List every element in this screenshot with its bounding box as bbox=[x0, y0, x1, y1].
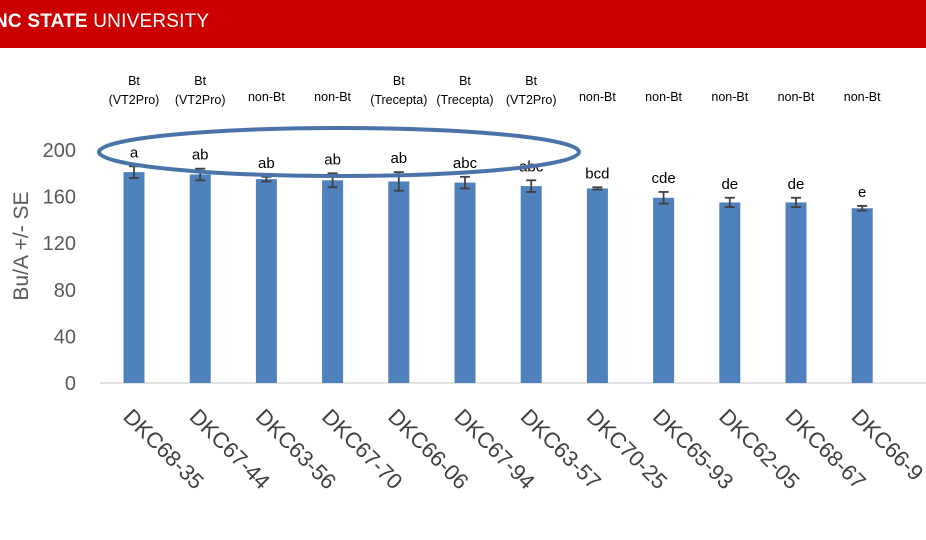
significance-letter: ab bbox=[258, 155, 275, 172]
y-tick-label: 40 bbox=[54, 326, 76, 348]
y-tick-label: 120 bbox=[43, 233, 76, 255]
bar bbox=[322, 180, 344, 383]
y-tick-label: 160 bbox=[43, 187, 76, 209]
significance-letter: a bbox=[130, 144, 139, 161]
significance-letter: ab bbox=[192, 147, 209, 164]
trait-label: Bt bbox=[459, 74, 471, 88]
significance-letter: ab bbox=[324, 151, 341, 168]
bar bbox=[851, 208, 873, 383]
bar bbox=[189, 174, 211, 383]
significance-letter: bcd bbox=[585, 165, 609, 182]
header-bar: NC STATE UNIVERSITY bbox=[0, 0, 926, 48]
bar bbox=[454, 182, 476, 383]
y-tick-label: 0 bbox=[65, 373, 76, 395]
significance-letter: de bbox=[788, 176, 805, 193]
trait-label: Bt bbox=[128, 74, 140, 88]
trait-label: non-Bt bbox=[645, 90, 682, 104]
bar bbox=[388, 181, 410, 383]
logo-bold-text: NC STATE bbox=[0, 11, 88, 32]
trait-sublabel: (VT2Pro) bbox=[506, 93, 557, 107]
significance-letter: de bbox=[721, 176, 738, 193]
trait-label: non-Bt bbox=[579, 90, 616, 104]
y-tick-label: 200 bbox=[43, 140, 76, 162]
trait-label: non-Bt bbox=[248, 90, 285, 104]
y-axis-title: Bu/A +/- SE bbox=[10, 191, 33, 300]
bar bbox=[586, 188, 608, 383]
bar bbox=[653, 197, 675, 383]
chart-bars bbox=[123, 165, 873, 383]
university-logo: NC STATE UNIVERSITY bbox=[0, 11, 209, 33]
bar bbox=[520, 186, 542, 383]
trait-sublabel: (VT2Pro) bbox=[109, 93, 160, 107]
chart-axes: 0 40 80 120 160 200 bbox=[43, 140, 926, 395]
logo-regular-text: UNIVERSITY bbox=[87, 11, 210, 32]
bar bbox=[255, 179, 277, 383]
significance-letter: abc bbox=[453, 155, 478, 172]
significance-letter: e bbox=[858, 184, 866, 201]
trait-label: Bt bbox=[525, 74, 537, 88]
trait-label: non-Bt bbox=[711, 90, 748, 104]
trait-sublabel: (Trecepta) bbox=[370, 93, 427, 107]
y-tick-label: 80 bbox=[54, 280, 76, 302]
trait-label: non-Bt bbox=[844, 90, 881, 104]
significance-letter: ab bbox=[390, 150, 407, 167]
trait-label: Bt bbox=[194, 74, 206, 88]
bar bbox=[785, 202, 807, 383]
trait-label: Bt bbox=[393, 74, 405, 88]
bar bbox=[123, 172, 145, 383]
trait-label: non-Bt bbox=[314, 90, 351, 104]
trait-label: non-Bt bbox=[778, 90, 815, 104]
bar bbox=[719, 202, 741, 383]
trait-sublabel: (VT2Pro) bbox=[175, 93, 226, 107]
significance-letter: cde bbox=[652, 170, 676, 187]
highlight-ellipse bbox=[97, 126, 581, 178]
trait-sublabel: (Trecepta) bbox=[436, 93, 493, 107]
